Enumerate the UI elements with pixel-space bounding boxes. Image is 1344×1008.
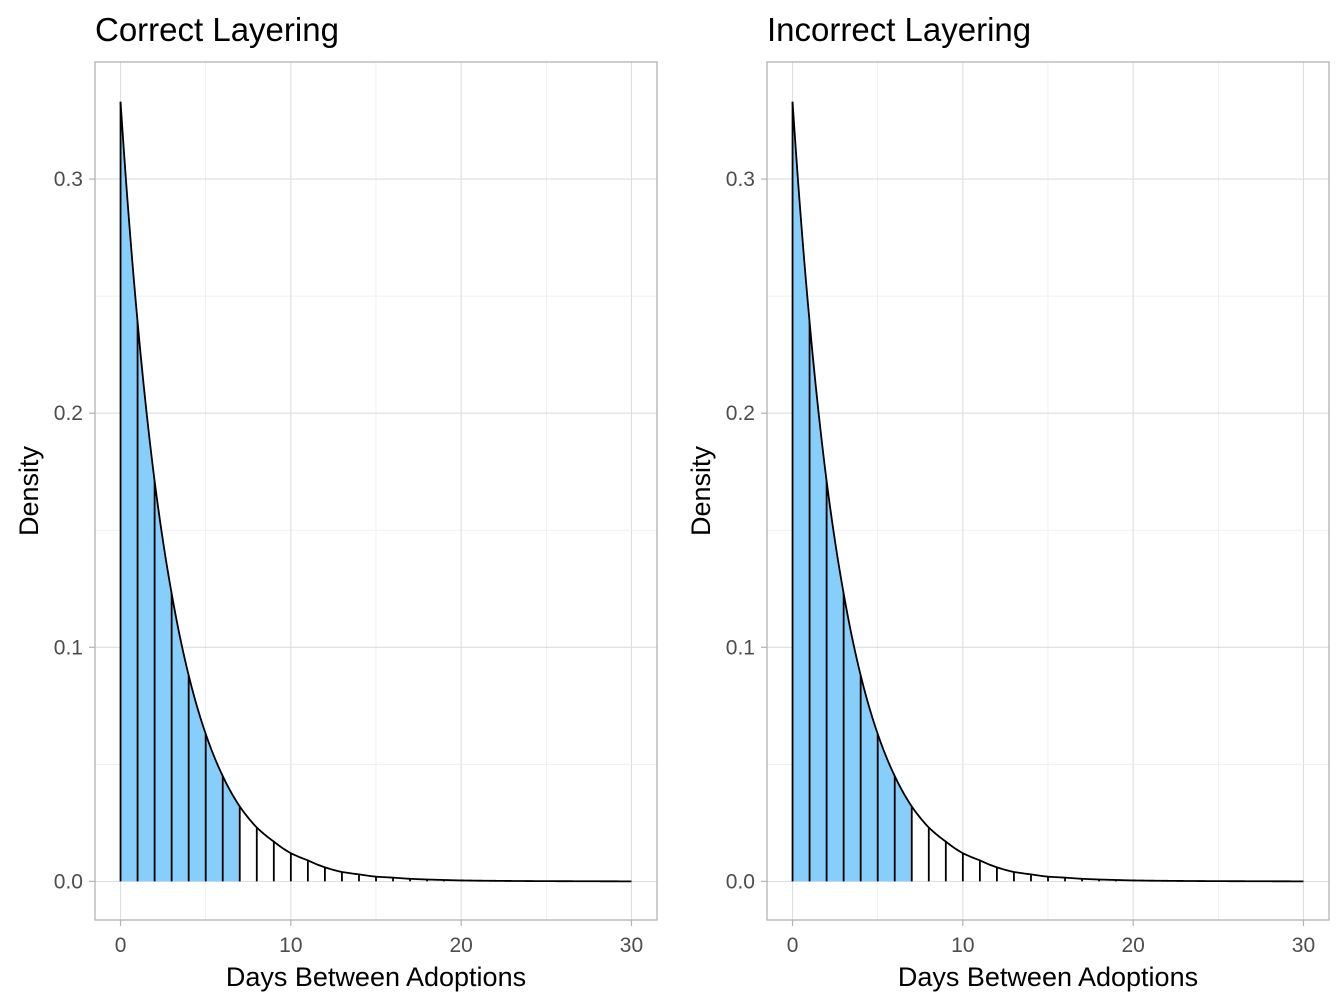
chart-svg: 0 10 20 30 0.0 0.1 0.2 0.3 Incorrect Layering Day… (686, 11, 1330, 992)
shaded-area (792, 101, 912, 882)
x-tick-label: 30 (620, 934, 643, 957)
chart-svg: 0 10 20 30 0.0 0.1 0.2 0.3 Correct Layering Days … (14, 11, 658, 992)
y-tick-label: 0.2 (726, 402, 755, 425)
left-chart-panel: 0 10 20 30 0.0 0.1 0.2 0.3 Correct Layering Days … (14, 11, 658, 992)
x-tick-label: 0 (115, 934, 127, 957)
y-tick-label: 0.1 (726, 636, 755, 659)
y-tick-label: 0.2 (54, 402, 83, 425)
y-tick-label: 0.3 (726, 168, 755, 191)
x-tick-label: 10 (279, 934, 302, 957)
segment-lines (791, 101, 1135, 882)
x-axis-label: Days Between Adoptions (898, 962, 1198, 992)
y-tick-label: 0.0 (726, 870, 755, 893)
right-chart-panel: 0 10 20 30 0.0 0.1 0.2 0.3 Incorrect Layering Day… (672, 0, 1344, 1008)
chart-title: Correct Layering (95, 11, 339, 48)
shaded-area (120, 101, 240, 882)
y-axis-label: Density (686, 445, 716, 536)
density-curve (119, 101, 632, 883)
y-tick-label: 0.1 (54, 636, 83, 659)
y-axis-label: Density (14, 445, 44, 536)
x-tick-label: 20 (1121, 934, 1144, 957)
x-tick-label: 0 (787, 934, 799, 957)
x-tick-label: 20 (449, 934, 472, 957)
x-tick-label: 30 (1292, 934, 1315, 957)
y-tick-label: 0.3 (54, 168, 83, 191)
x-tick-label: 10 (951, 934, 974, 957)
y-tick-label: 0.0 (54, 870, 83, 893)
x-axis-label: Days Between Adoptions (226, 962, 526, 992)
chart-title: Incorrect Layering (767, 11, 1031, 48)
plot-border (94, 61, 658, 921)
density-curve (791, 101, 1304, 883)
grid (95, 62, 657, 920)
segment-lines (119, 101, 463, 882)
plot-border (766, 61, 1330, 921)
